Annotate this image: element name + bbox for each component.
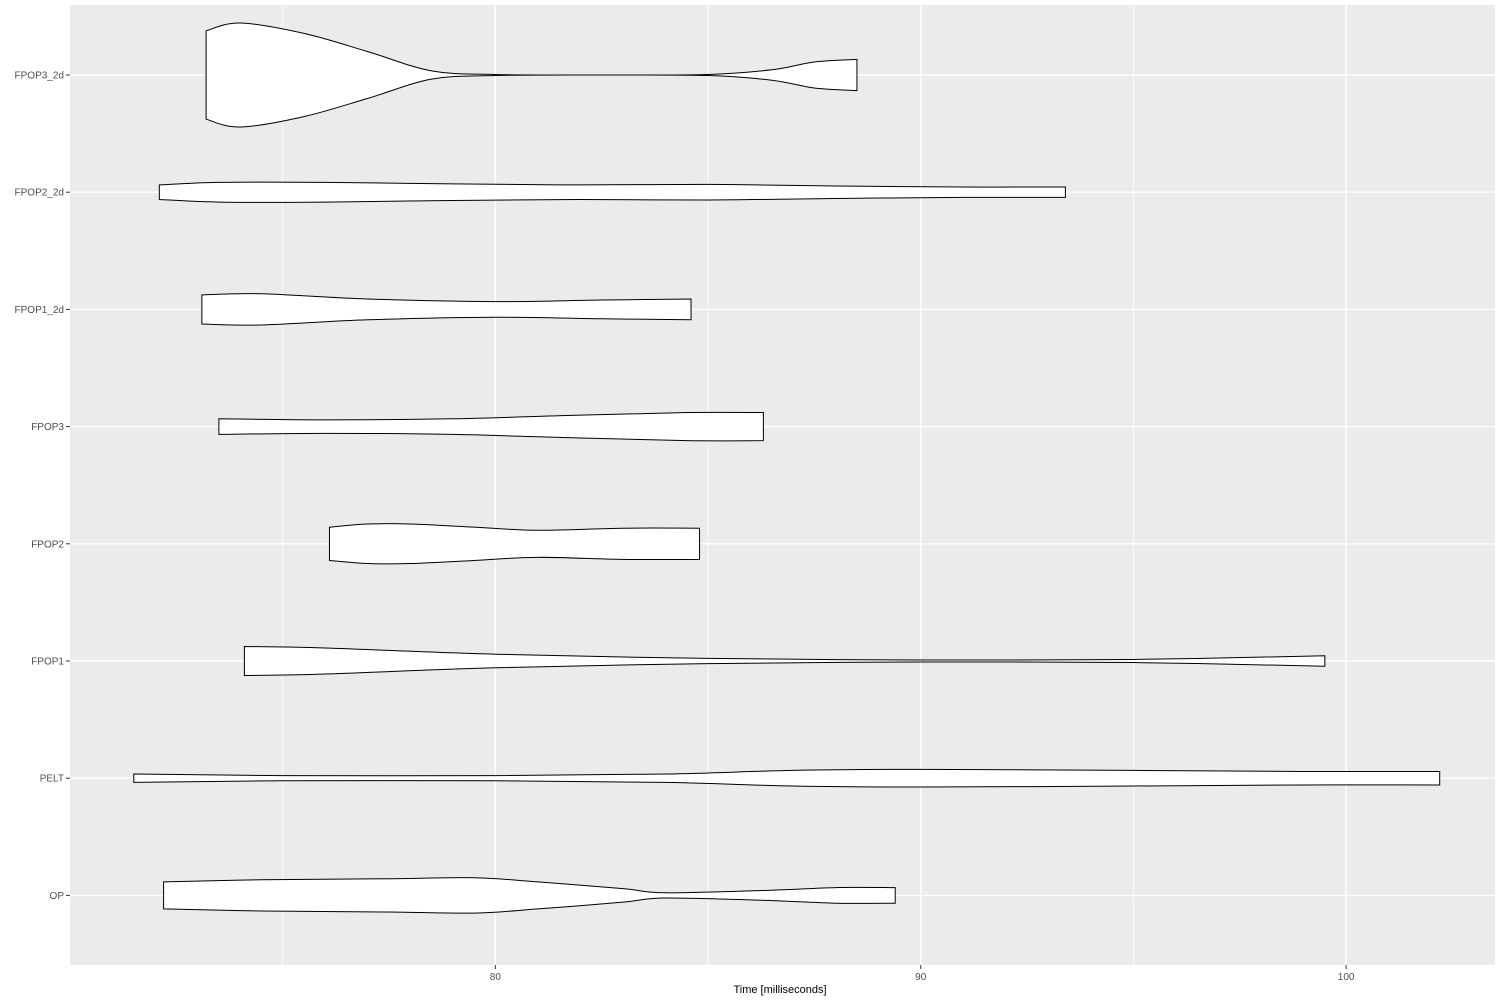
violin-op	[163, 877, 896, 914]
x-tick-label: 100	[1338, 972, 1355, 983]
y-tick-label: OP	[50, 891, 65, 902]
violin-fpop2-2d	[158, 181, 1066, 203]
x-tick-label: 90	[915, 972, 927, 983]
violin-fpop2	[328, 523, 701, 565]
y-tick-label: PELT	[40, 774, 64, 785]
violin-fpop3-2d	[205, 22, 858, 128]
y-axis: FPOP3_2d FPOP2_2d FPOP1_2d FPOP3 FPOP2 FPOP1 P…	[15, 71, 70, 902]
violin-fpop1-2d	[201, 293, 692, 326]
violin-fpop3	[218, 411, 764, 442]
violin-fpop1	[243, 645, 1326, 677]
violins	[133, 22, 1441, 914]
y-tick-label: FPOP3	[31, 422, 64, 433]
plot-panel	[70, 5, 1495, 965]
x-axis: 80 90 100	[490, 965, 1355, 983]
violin-pelt	[133, 768, 1441, 788]
y-tick-label: FPOP2_2d	[15, 188, 64, 199]
y-tick-label: FPOP3_2d	[15, 71, 64, 82]
x-tick-label: 80	[490, 972, 502, 983]
y-tick-label: FPOP2	[31, 539, 64, 550]
x-axis-title: Time [milliseconds]	[733, 984, 826, 996]
y-tick-label: FPOP1	[31, 657, 64, 668]
y-tick-label: FPOP1_2d	[15, 305, 64, 316]
